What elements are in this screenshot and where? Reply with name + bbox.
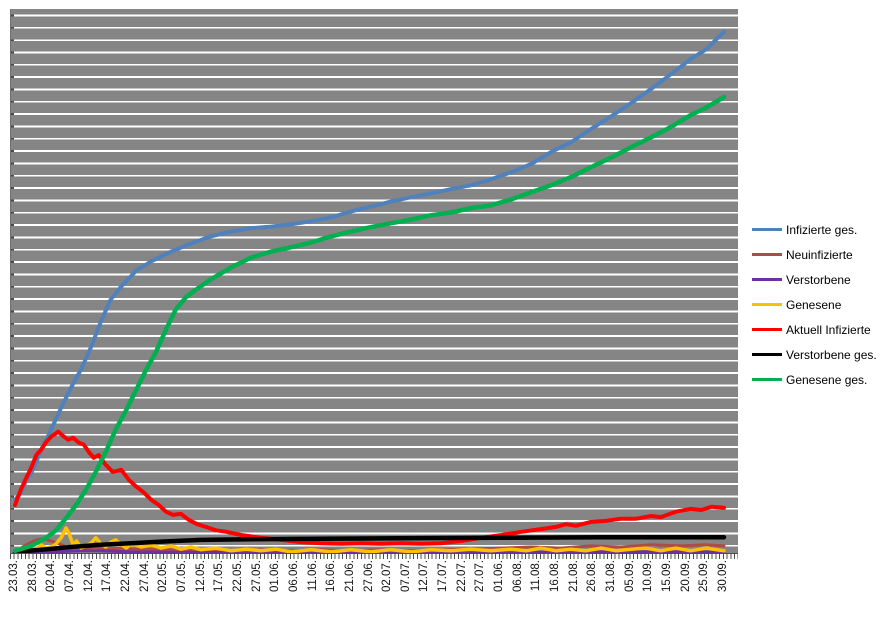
x-axis-label: 30.09. (717, 560, 729, 592)
legend-swatch-neuinfizierte (752, 253, 782, 256)
x-axis-label: 10.09. (642, 560, 655, 592)
legend-swatch-genesene-ges (752, 378, 782, 381)
legend-swatch-genesene (752, 303, 782, 306)
legend-label: Neuinfizierte (786, 247, 853, 262)
x-axis-label: 01.06. (493, 560, 506, 592)
legend-item-aktuell-infizierte: Aktuell Infizierte (752, 317, 877, 342)
x-axis-label: 07.04. (63, 560, 76, 592)
x-axis-label: 02.05. (157, 560, 170, 592)
x-axis-label: 02.04. (45, 560, 58, 592)
x-axis-label: 27.07. (474, 560, 487, 592)
x-axis-label: 11.06. (306, 560, 319, 592)
x-axis-label: 27.04. (138, 560, 151, 592)
x-axis-label: 15.09. (661, 560, 674, 592)
legend-item-infizierte-ges: Infizierte ges. (752, 217, 877, 242)
x-axis-label: 27.05. (250, 560, 263, 592)
legend-item-verstorbene-ges: Verstorbene ges. (752, 342, 877, 367)
x-axis-label: 25.09. (698, 560, 711, 592)
legend-swatch-verstorbene (752, 278, 782, 281)
legend-item-neuinfizierte: Neuinfizierte (752, 242, 877, 267)
legend-label: Genesene (786, 297, 842, 312)
x-axis-label: 26.08. (586, 560, 599, 592)
x-axis-label: 21.08. (567, 560, 580, 592)
x-axis-label: 28.03. (26, 560, 39, 592)
x-axis-label: 17.04. (101, 560, 114, 592)
x-axis-label: 23.03. (8, 560, 20, 592)
x-axis-label: 06.08. (511, 560, 524, 592)
plot-area (10, 9, 738, 554)
x-axis-label: 31.08. (605, 560, 618, 592)
x-axis-label: 17.05. (213, 560, 226, 592)
legend-item-verstorbene: Verstorbene (752, 267, 877, 292)
x-axis-label: 22.04. (119, 560, 132, 592)
legend: Infizierte ges. Neuinfizierte Verstorbene G… (752, 217, 877, 392)
legend-label: Aktuell Infizierte (786, 322, 871, 337)
legend-swatch-infizierte-ges (752, 228, 782, 231)
series-line-infizierte-ges (13, 29, 726, 502)
series-line-genesene-ges (12, 94, 727, 553)
x-axis-label: 07.05. (175, 560, 188, 592)
y-axis-tick-strip (11, 9, 14, 553)
x-axis-label: 02.07. (381, 560, 394, 592)
series-line-aktuell-infizierte (13, 429, 726, 546)
legend-swatch-aktuell-infizierte (752, 328, 782, 331)
x-axis-label: 12.07. (418, 560, 431, 592)
x-axis-label: 01.06. (269, 560, 282, 592)
x-axis-label: 11.08. (530, 560, 543, 592)
x-axis-label: 17.07. (437, 560, 450, 592)
series-line-verstorbene-ges (12, 534, 727, 553)
x-axis-label: 06.06. (287, 560, 300, 592)
x-axis-label: 22.07. (455, 560, 468, 592)
series-lines (12, 29, 727, 553)
x-axis-tick-strip (10, 554, 738, 559)
x-axis-label: 27.06. (362, 560, 375, 592)
x-axis-label: 22.05. (231, 560, 244, 592)
legend-item-genesene-ges: Genesene ges. (752, 367, 877, 392)
x-axis-label: 07.07. (399, 560, 412, 592)
legend-label: Verstorbene ges. (786, 347, 877, 362)
legend-item-genesene: Genesene (752, 292, 877, 317)
legend-label: Infizierte ges. (786, 222, 858, 237)
x-axis-label: 16.08. (549, 560, 562, 592)
x-axis-label: 21.06. (343, 560, 356, 592)
x-axis-label: 05.09. (623, 560, 636, 592)
series-line-genesene (13, 526, 726, 553)
x-axis-label: 12.05. (194, 560, 207, 592)
x-axis-label: 16.06. (325, 560, 338, 592)
x-axis-label: 12.04. (82, 560, 95, 592)
legend-label: Verstorbene (786, 272, 851, 287)
legend-label: Genesene ges. (786, 372, 868, 387)
legend-swatch-verstorbene-ges (752, 353, 782, 356)
x-axis-label: 20.09. (679, 560, 692, 592)
